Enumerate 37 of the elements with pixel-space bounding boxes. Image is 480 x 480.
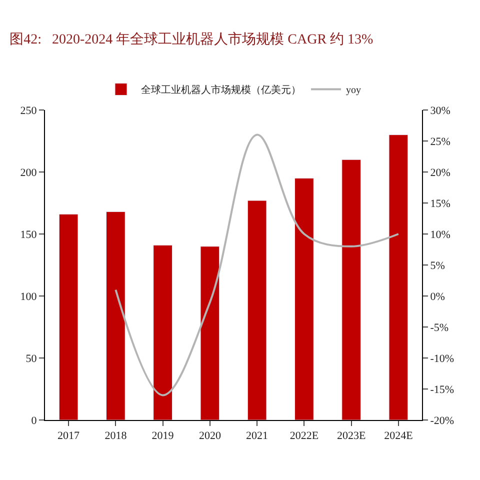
x-tick-label: 2024E	[384, 430, 414, 442]
bar	[200, 246, 220, 420]
legend-label: 全球工业机器人市场规模（亿美元）	[141, 84, 301, 96]
bar	[247, 200, 267, 420]
y2-tick-label: -20%	[430, 414, 454, 427]
bar	[294, 178, 314, 420]
bar	[106, 211, 126, 420]
y2-tick-label: -5%	[430, 322, 449, 334]
y-tick-label: 150	[20, 228, 38, 241]
line-series	[114, 134, 400, 396]
y2-tick-label: 10%	[430, 228, 450, 241]
y-tick-label: 200	[20, 166, 38, 179]
y2-tick-label: 25%	[430, 136, 450, 148]
y-tick-label: 100	[20, 290, 38, 303]
y2-tick-label: -15%	[430, 384, 454, 396]
x-tick-label: 2020	[198, 430, 222, 442]
bar	[342, 159, 361, 420]
chart-title: 图42: 2020-2024 年全球工业机器人市场规模 CAGR 约 13%	[10, 31, 374, 48]
y2-tick-label: 20%	[430, 166, 450, 179]
x-tick-label: 2017	[58, 430, 80, 442]
y-tick-label: 250	[20, 104, 38, 117]
bar	[58, 214, 78, 420]
y2-tick-label: 5%	[430, 260, 445, 272]
y-tick-label: 0	[31, 414, 38, 427]
y2-tick-label: -10%	[430, 352, 454, 365]
bar	[153, 244, 172, 420]
y-tick-label: 50	[26, 352, 38, 365]
y2-tick-label: 0%	[430, 290, 445, 303]
x-tick-label: 2018	[104, 430, 128, 442]
y2-tick-label: 15%	[430, 198, 450, 210]
legend-label: yoy	[346, 85, 361, 96]
x-tick-label: 2019	[152, 430, 174, 442]
x-tick-label: 2023E	[336, 430, 366, 442]
bar	[388, 134, 408, 420]
y2-tick-label: 30%	[430, 104, 450, 117]
x-tick-label: 2021	[246, 430, 268, 442]
x-tick-label: 2022E	[290, 430, 319, 442]
